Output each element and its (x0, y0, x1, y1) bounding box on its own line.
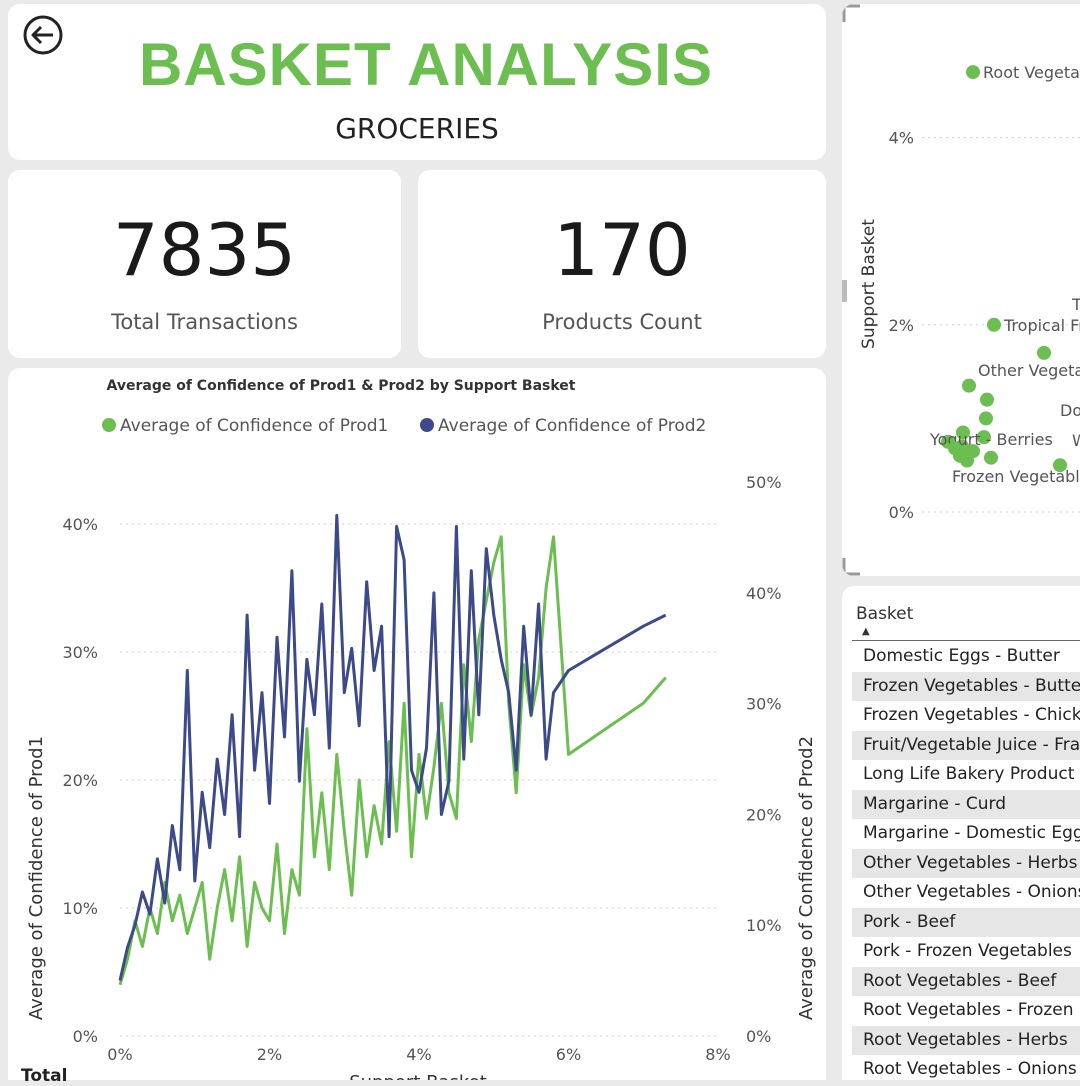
support-scatter-chart-card: 0% 2% 4% Root Vegetables Tropical Fruit Othe… (842, 4, 1080, 576)
scatter-point-label: Root Vegetables (983, 63, 1080, 82)
scatter-point[interactable] (984, 450, 998, 465)
table-row[interactable]: Other Vegetables - Herbs (852, 848, 1080, 878)
basket-table-card: Basket ▲ Domestic Eggs - Butter Frozen Ve… (842, 586, 1080, 1080)
x-tick-label: 4% (406, 1045, 431, 1064)
table-row[interactable]: Pork - Frozen Vegetables (863, 941, 1072, 961)
x-axis-label: Support Basket (349, 1072, 487, 1080)
table-header-basket[interactable]: Basket (856, 604, 914, 624)
arrow-left-circle-icon[interactable] (22, 14, 64, 56)
y-tick-label-right: 0% (746, 1027, 771, 1046)
scatter-point-label: W (1072, 431, 1080, 450)
table-total-label: Total (21, 1066, 68, 1086)
scatter-point[interactable] (956, 425, 970, 440)
y-tick-label-left: 40% (62, 515, 98, 534)
y-axis-label: Support Basket (859, 219, 879, 349)
scatter-point[interactable] (980, 392, 994, 407)
scatter-point[interactable] (962, 378, 976, 393)
series-line-prod1[interactable] (118, 535, 667, 986)
table-row[interactable]: Root Vegetables - Beef (852, 966, 1080, 996)
scatter-point-label: Do (1060, 401, 1080, 420)
kpi-card-products-count: 170 Products Count (418, 170, 826, 358)
table-row[interactable]: Fruit/Vegetable Juice - Frankfurter (852, 730, 1080, 760)
support-scatter-chart[interactable]: 0% 2% 4% Root Vegetables Tropical Fruit Othe… (842, 4, 1080, 576)
page-subtitle: GROCERIES (335, 112, 499, 145)
legend-label-prod2: Average of Confidence of Prod2 (438, 416, 706, 436)
y-tick-label-right: 20% (746, 805, 782, 824)
table-row[interactable]: Frozen Vegetables - Butter (852, 671, 1080, 701)
y-tick-label-left: 0% (73, 1027, 98, 1046)
table-row[interactable]: Root Vegetables - Herbs (852, 1025, 1080, 1055)
confidence-line-chart-card: Average of Confidence of Prod1 & Prod2 b… (8, 368, 826, 1080)
y-tick-label: 0% (889, 503, 914, 522)
y-tick-label-left: 20% (62, 771, 98, 790)
scatter-point-label: Tropical Fruit (1003, 316, 1080, 335)
table-header-divider (852, 640, 1080, 641)
scatter-point[interactable] (960, 453, 974, 468)
kpi-card-total-transactions: 7835 Total Transactions (8, 170, 401, 358)
table-body: Domestic Eggs - Butter Frozen Vegetables … (852, 642, 1080, 1080)
scatter-point-label: Frozen Vegetables (952, 467, 1080, 486)
y-tick-label-left: 30% (62, 643, 98, 662)
y-tick-label: 4% (889, 129, 914, 148)
chart-title: Average of Confidence of Prod1 & Prod2 b… (107, 378, 576, 394)
x-tick-label: 8% (705, 1045, 730, 1064)
title-card: BASKET ANALYSIS GROCERIES (8, 4, 826, 160)
table-row[interactable]: Root Vegetables - Frozen (863, 1000, 1074, 1020)
scatter-point[interactable] (1053, 458, 1067, 473)
y-tick-label-right: 30% (746, 695, 782, 714)
table-row[interactable]: Other Vegetables - Onions (863, 882, 1080, 902)
table-row[interactable]: Margarine - Domestic Eggs (863, 823, 1080, 843)
table-row[interactable]: Long Life Bakery Product (863, 764, 1075, 784)
scatter-point[interactable] (977, 430, 991, 445)
kpi-value: 7835 (112, 208, 297, 292)
y-axis-label-right: Average of Confidence of Prod2 (796, 736, 817, 1020)
focus-corner-icon (842, 558, 860, 576)
scatter-point[interactable] (987, 317, 1001, 332)
table-row[interactable]: Frozen Vegetables - Chicken (863, 705, 1080, 725)
page-title: BASKET ANALYSIS (139, 31, 713, 98)
table-row[interactable]: Pork - Beef (852, 907, 1080, 937)
scatter-point[interactable] (966, 65, 980, 80)
y-tick-label: 2% (889, 316, 914, 335)
focus-corner-icon (842, 4, 860, 22)
table-row[interactable]: Margarine - Curd (852, 789, 1080, 819)
resize-handle[interactable] (842, 280, 847, 302)
series-line-prod2[interactable] (118, 513, 667, 981)
scatter-point-label: T (1071, 295, 1080, 314)
table-row[interactable]: Root Vegetables - Onions (863, 1059, 1077, 1079)
sort-ascending-icon[interactable]: ▲ (862, 626, 870, 637)
y-tick-label-left: 10% (62, 899, 98, 918)
scatter-point-label: Other Vegetables (978, 361, 1080, 380)
kpi-value: 170 (553, 208, 691, 292)
x-tick-label: 6% (556, 1045, 581, 1064)
confidence-line-chart[interactable]: Average of Confidence of Prod1 & Prod2 b… (8, 368, 826, 1080)
y-tick-label-right: 10% (746, 916, 782, 935)
scatter-point-label: Yogurt - Berries (929, 430, 1053, 449)
x-tick-label: 2% (257, 1045, 282, 1064)
y-axis-label-left: Average of Confidence of Prod1 (26, 736, 47, 1020)
y-tick-label-right: 50% (746, 473, 782, 492)
chart-legend[interactable]: Average of Confidence of Prod1 Average o… (102, 416, 706, 436)
table-row[interactable]: Domestic Eggs - Butter (863, 646, 1060, 666)
x-tick-label: 0% (107, 1045, 132, 1064)
kpi-label: Total Transactions (111, 310, 298, 334)
legend-marker-prod1 (102, 418, 116, 432)
y-tick-label-right: 40% (746, 584, 782, 603)
legend-marker-prod2 (420, 418, 434, 432)
scatter-point[interactable] (1037, 345, 1051, 360)
legend-label-prod1: Average of Confidence of Prod1 (120, 416, 388, 436)
scatter-point[interactable] (979, 411, 993, 426)
kpi-label: Products Count (542, 310, 702, 334)
